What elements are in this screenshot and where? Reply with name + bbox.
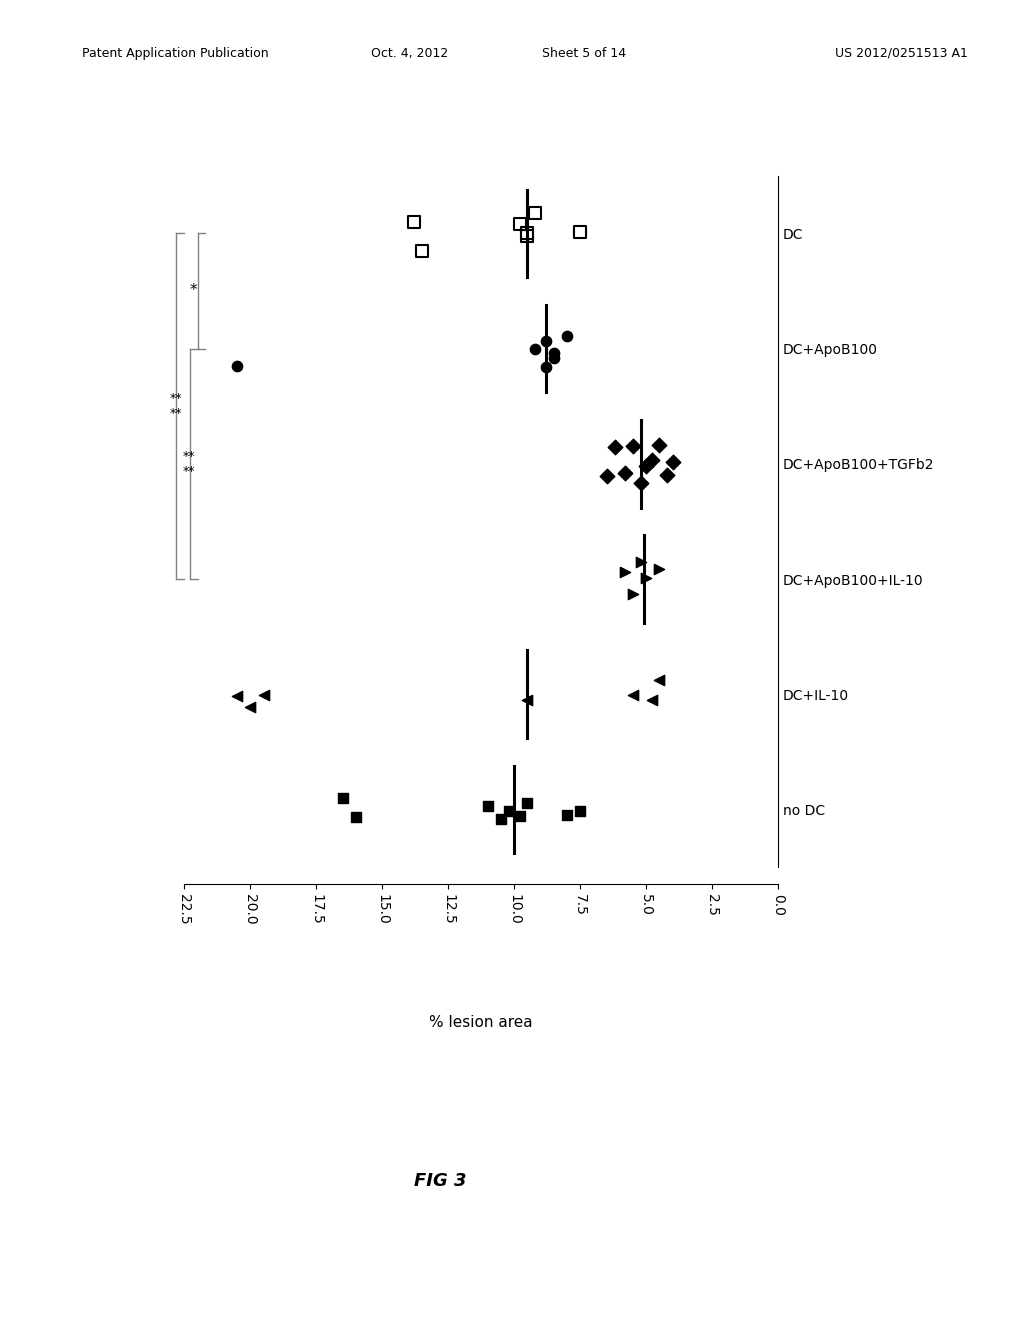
Point	[665, 451, 681, 473]
Point	[519, 226, 536, 247]
Point	[501, 801, 517, 822]
Point	[511, 214, 527, 235]
Point	[255, 684, 271, 705]
Point	[625, 685, 641, 706]
Point	[625, 583, 641, 605]
Point	[616, 462, 633, 483]
Point	[643, 449, 659, 470]
Point	[511, 805, 527, 826]
Text: FIG 3: FIG 3	[414, 1172, 467, 1191]
Point	[638, 568, 654, 589]
Point	[572, 801, 589, 822]
Point	[414, 240, 430, 261]
Point	[229, 685, 246, 706]
Point	[538, 356, 554, 378]
Point	[538, 330, 554, 351]
Point	[651, 669, 668, 690]
Text: Sheet 5 of 14: Sheet 5 of 14	[542, 46, 626, 59]
Point	[559, 804, 575, 825]
Point	[406, 211, 422, 232]
Point	[546, 347, 562, 368]
Point	[546, 343, 562, 364]
Point	[479, 796, 496, 817]
Point	[519, 223, 536, 244]
Point	[643, 689, 659, 710]
X-axis label: % lesion area: % lesion area	[429, 1015, 534, 1030]
Point	[527, 338, 544, 359]
Point	[527, 203, 544, 224]
Point	[519, 792, 536, 813]
Point	[348, 807, 365, 828]
Point	[651, 434, 668, 455]
Point	[572, 222, 589, 243]
Text: *: *	[189, 284, 198, 298]
Point	[651, 558, 668, 579]
Text: **
**: ** **	[183, 450, 196, 478]
Point	[638, 455, 654, 477]
Text: US 2012/0251513 A1: US 2012/0251513 A1	[835, 46, 968, 59]
Point	[598, 465, 614, 486]
Point	[616, 561, 633, 582]
Point	[659, 465, 676, 486]
Point	[606, 436, 623, 457]
Point	[633, 552, 649, 573]
Point	[335, 788, 351, 809]
Point	[229, 355, 246, 376]
Point	[242, 696, 258, 717]
Text: **
**: ** **	[170, 392, 182, 420]
Point	[625, 436, 641, 457]
Point	[493, 808, 509, 829]
Text: Patent Application Publication: Patent Application Publication	[82, 46, 268, 59]
Text: Oct. 4, 2012: Oct. 4, 2012	[371, 46, 449, 59]
Point	[633, 473, 649, 494]
Point	[559, 326, 575, 347]
Point	[519, 689, 536, 710]
